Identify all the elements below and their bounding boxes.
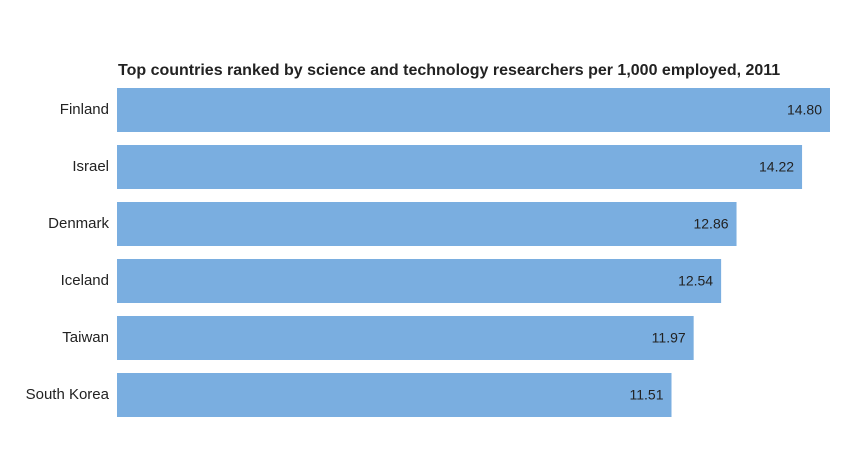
bar [117, 145, 803, 189]
value-label: 14.80 [787, 102, 822, 118]
value-label: 12.54 [678, 273, 713, 289]
chart-title: Top countries ranked by science and tech… [118, 62, 780, 79]
value-label: 14.22 [759, 159, 794, 175]
category-label: Iceland [61, 272, 109, 289]
category-label: Finland [60, 101, 109, 118]
category-label: South Korea [26, 386, 110, 403]
value-label: 12.86 [693, 216, 728, 232]
value-label: 11.51 [630, 387, 664, 403]
bar [117, 88, 830, 132]
category-label: Denmark [48, 215, 109, 232]
bar [117, 373, 672, 417]
bar [117, 316, 694, 360]
value-label: 11.97 [652, 330, 686, 346]
bar [117, 202, 737, 246]
category-label: Taiwan [62, 329, 109, 346]
category-label: Israel [72, 158, 109, 175]
bar [117, 259, 722, 303]
